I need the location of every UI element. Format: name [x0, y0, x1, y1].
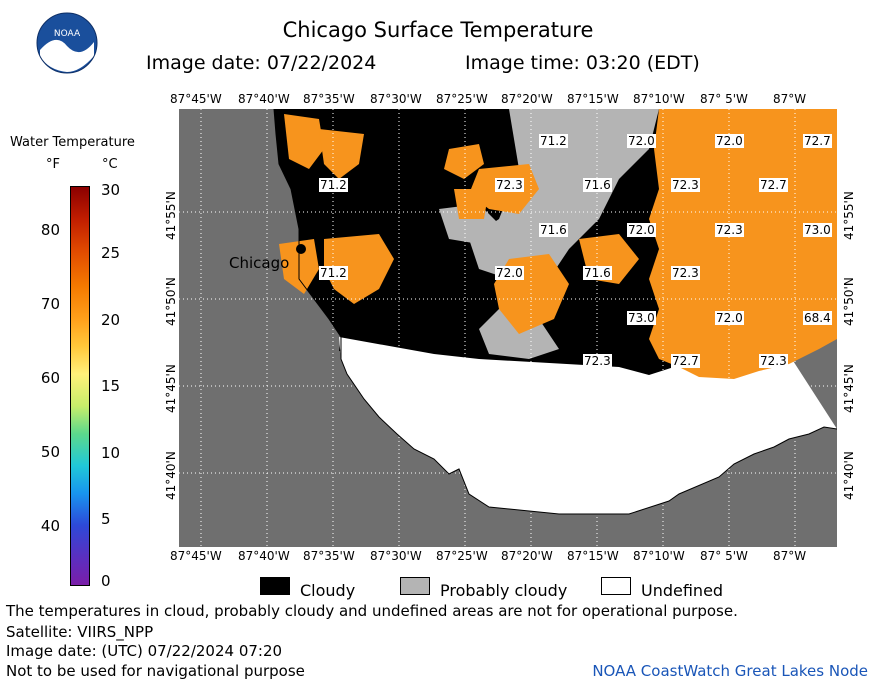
lon-label-top: 87°20'W	[501, 92, 553, 106]
colorbar-f-tick: 60	[40, 369, 60, 387]
lon-label-top: 87°25'W	[436, 92, 488, 106]
lon-label-top: 87°45'W	[170, 92, 222, 106]
temp-label: 71.6	[539, 223, 568, 237]
temp-label: 72.0	[627, 134, 656, 148]
undefined-label: Undefined	[641, 581, 724, 600]
warm-water-area	[284, 114, 324, 169]
image-time: Image time: 03:20 (EDT)	[465, 52, 700, 74]
warm-water-area	[454, 189, 489, 219]
temp-label: 72.7	[671, 354, 700, 368]
legend-unit-c: °C	[102, 157, 118, 172]
lon-label-top: 87°10'W	[633, 92, 685, 106]
temperature-colorbar	[70, 186, 90, 586]
temp-label: 72.7	[759, 178, 788, 192]
colorbar-c-tick: 25	[101, 244, 121, 262]
warm-water-area	[319, 129, 364, 179]
lon-label-bottom: 87°30'W	[370, 549, 422, 563]
footer-utc-date: Image date: (UTC) 07/22/2024 07:20	[6, 642, 283, 660]
noaa-logo-icon: NOAA	[36, 12, 98, 74]
probably-cloudy-swatch	[400, 577, 430, 595]
lon-label-bottom: 87°45'W	[170, 549, 222, 563]
logo-text: NOAA	[54, 29, 81, 39]
lon-label-bottom: 87°W	[773, 549, 807, 563]
lon-label-top: 87°30'W	[370, 92, 422, 106]
temp-label: 73.0	[627, 311, 656, 325]
temp-label: 72.3	[671, 266, 700, 280]
lon-label-top: 87° 5'W	[700, 92, 748, 106]
lat-label-left: 41°50'N	[164, 277, 178, 326]
lat-label-right: 41°40'N	[842, 451, 856, 500]
lon-label-top: 87°35'W	[303, 92, 355, 106]
temp-label: 72.3	[583, 354, 612, 368]
temp-label: 71.2	[319, 178, 348, 192]
coastline	[273, 109, 837, 515]
colorbar-f-tick: 80	[40, 221, 60, 239]
warm-water-area	[444, 144, 484, 179]
temp-label: 72.3	[759, 354, 788, 368]
colorbar-c-tick: 20	[101, 311, 121, 329]
image-date: Image date: 07/22/2024	[146, 52, 377, 74]
lat-label-right: 41°55'N	[842, 191, 856, 240]
temperature-map	[179, 109, 837, 547]
lat-label-right: 41°50'N	[842, 277, 856, 326]
lon-label-top: 87°W	[773, 92, 807, 106]
temp-label: 72.3	[671, 178, 700, 192]
legend-title: Water Temperature	[10, 135, 135, 150]
lon-label-bottom: 87°20'W	[501, 549, 553, 563]
cloudy-label: Cloudy	[300, 581, 356, 600]
lat-label-left: 41°45'N	[164, 364, 178, 413]
lat-label-left: 41°40'N	[164, 451, 178, 500]
lon-label-top: 87°40'W	[238, 92, 290, 106]
lon-label-bottom: 87°10'W	[633, 549, 685, 563]
lon-label-bottom: 87°25'W	[436, 549, 488, 563]
footer-note: The temperatures in cloud, probably clou…	[6, 602, 738, 620]
lon-label-bottom: 87° 5'W	[700, 549, 748, 563]
temp-label: 71.6	[583, 178, 612, 192]
colorbar-c-tick: 0	[101, 572, 111, 590]
chicago-marker	[296, 244, 306, 254]
temp-label: 72.7	[803, 134, 832, 148]
chicago-label: Chicago	[229, 254, 290, 272]
footer-credit: NOAA CoastWatch Great Lakes Node	[592, 662, 868, 680]
temp-label: 71.6	[583, 266, 612, 280]
colorbar-f-tick: 40	[40, 517, 60, 535]
graticule	[179, 109, 837, 547]
temp-label: 71.2	[539, 134, 568, 148]
temp-label: 73.0	[803, 223, 832, 237]
temp-label: 72.0	[715, 311, 744, 325]
temp-label: 72.0	[495, 266, 524, 280]
lon-label-bottom: 87°15'W	[567, 549, 619, 563]
cloudy-swatch	[260, 577, 290, 595]
warm-water-area	[324, 234, 394, 304]
colorbar-c-tick: 30	[101, 181, 121, 199]
temp-label: 68.4	[803, 311, 832, 325]
undefined-swatch	[601, 577, 631, 595]
temp-label: 72.0	[627, 223, 656, 237]
lat-label-left: 41°55'N	[164, 191, 178, 240]
lon-label-bottom: 87°40'W	[238, 549, 290, 563]
temp-label: 71.2	[319, 266, 348, 280]
undefined-area	[339, 337, 837, 514]
temp-label: 72.3	[495, 178, 524, 192]
lon-label-top: 87°15'W	[567, 92, 619, 106]
temp-label: 72.0	[715, 134, 744, 148]
page-title: Chicago Surface Temperature	[282, 18, 594, 42]
legend-unit-f: °F	[46, 157, 60, 172]
probably-cloudy-label: Probably cloudy	[440, 581, 568, 600]
colorbar-c-tick: 10	[101, 444, 121, 462]
colorbar-c-tick: 15	[101, 377, 121, 395]
footer-satellite: Satellite: VIIRS_NPP	[6, 623, 154, 641]
footer-navigation-note: Not to be used for navigational purpose	[6, 662, 305, 680]
temp-label: 72.3	[715, 223, 744, 237]
colorbar-f-tick: 70	[40, 295, 60, 313]
colorbar-f-tick: 50	[40, 443, 60, 461]
colorbar-c-tick: 5	[101, 510, 111, 528]
lat-label-right: 41°45'N	[842, 364, 856, 413]
lon-label-bottom: 87°35'W	[303, 549, 355, 563]
warm-water-area	[649, 109, 837, 379]
